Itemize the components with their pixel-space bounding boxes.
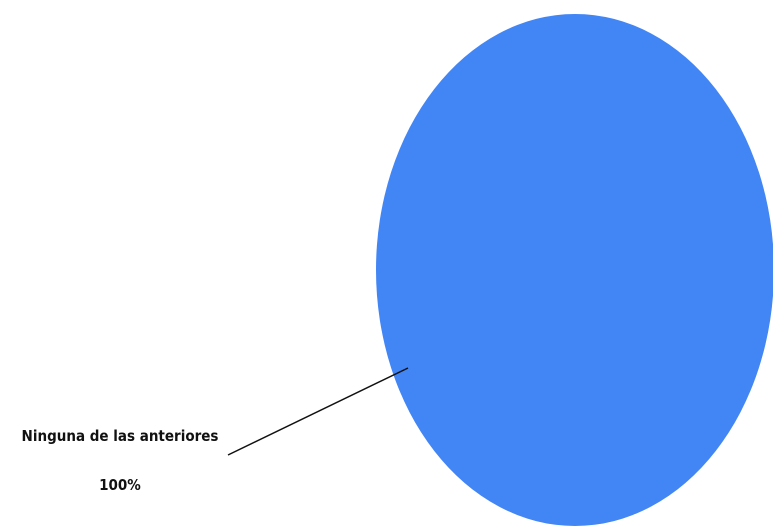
pie-slices: [376, 14, 773, 526]
pie-slice-0: [376, 14, 773, 526]
slice-label: Ninguna de las anteriores: [22, 427, 219, 445]
slice-percent-label: 100%: [99, 476, 141, 494]
leader-line: [227, 367, 409, 456]
